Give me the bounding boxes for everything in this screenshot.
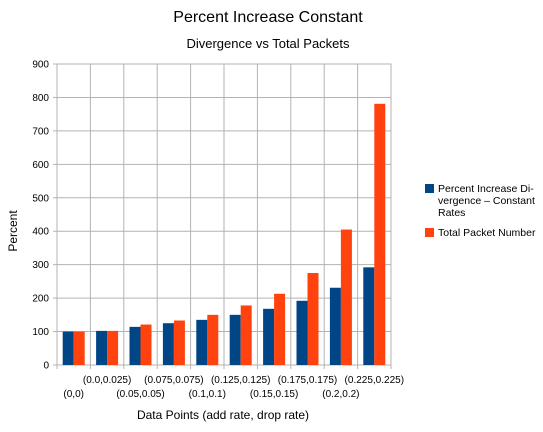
y-tick-label: 500	[32, 193, 49, 204]
legend: Percent Increase Di-vergence – ConstantR…	[425, 183, 536, 239]
bar-divergence	[329, 287, 341, 365]
bar-total-packets	[274, 293, 286, 365]
bar-divergence	[229, 314, 241, 365]
x-tick-label: (0.225,0.225)	[345, 375, 405, 386]
bar-divergence	[296, 300, 308, 365]
bar-total-packets	[173, 320, 185, 365]
x-tick-labels: (0,0) (0.0,0.025) (0.05,0.05) (0.075,0.075)…	[63, 375, 404, 400]
y-tick-label: 600	[32, 160, 49, 171]
y-tick-labels: 0 100 200 300 400 500 600 700 800 900	[32, 60, 49, 372]
grid	[56, 63, 392, 369]
legend-label: Rates	[438, 207, 465, 219]
y-tick-label: 0	[43, 361, 49, 372]
legend-swatch	[425, 184, 434, 193]
bar-total-packets	[207, 314, 219, 365]
legend-swatch	[425, 228, 434, 237]
x-tick-label: (0.175,0.175)	[278, 375, 338, 386]
bar-divergence	[129, 326, 141, 365]
y-axis-label: Percent	[6, 210, 20, 252]
y-tick-label: 200	[32, 294, 49, 305]
y-tick-label: 800	[32, 93, 49, 104]
chart-title: Percent Increase Constant	[173, 9, 363, 26]
legend-label: vergence – Constant	[438, 195, 535, 207]
bar-total-packets	[307, 273, 319, 365]
x-axis-label: Data Points (add rate, drop rate)	[137, 408, 309, 422]
y-tick-label: 300	[32, 260, 49, 271]
bar-total-packets	[107, 330, 119, 365]
bar-divergence	[263, 308, 275, 365]
y-tick-label: 900	[32, 60, 49, 71]
bar-divergence	[62, 331, 74, 365]
legend-label: Total Packet Number	[438, 227, 536, 239]
x-tick-label: (0,0)	[63, 389, 84, 400]
x-tick-label: (0.05,0.05)	[116, 389, 164, 400]
chart-subtitle: Divergence vs Total Packets	[186, 36, 350, 51]
bars	[62, 103, 386, 365]
x-tick-label: (0.15,0.15)	[250, 389, 298, 400]
y-tick-label: 400	[32, 227, 49, 238]
axes	[53, 63, 57, 366]
bar-total-packets	[140, 324, 152, 365]
legend-label: Percent Increase Di-	[438, 183, 534, 195]
x-tick-label: (0.2,0.2)	[322, 389, 359, 400]
x-tick-label: (0.075,0.075)	[144, 375, 204, 386]
bar-total-packets	[73, 331, 85, 365]
bar-total-packets	[374, 103, 386, 365]
bar-divergence	[96, 330, 108, 365]
x-tick-label: (0.1,0.1)	[189, 389, 226, 400]
x-tick-label: (0.0,0.025)	[83, 375, 131, 386]
bar-divergence	[363, 267, 375, 365]
bar-total-packets	[240, 305, 252, 365]
bar-total-packets	[340, 229, 352, 365]
bar-divergence	[162, 323, 174, 365]
y-tick-label: 700	[32, 126, 49, 137]
y-tick-label: 100	[32, 327, 49, 338]
bar-divergence	[196, 319, 208, 365]
x-tick-label: (0.125,0.125)	[211, 375, 271, 386]
